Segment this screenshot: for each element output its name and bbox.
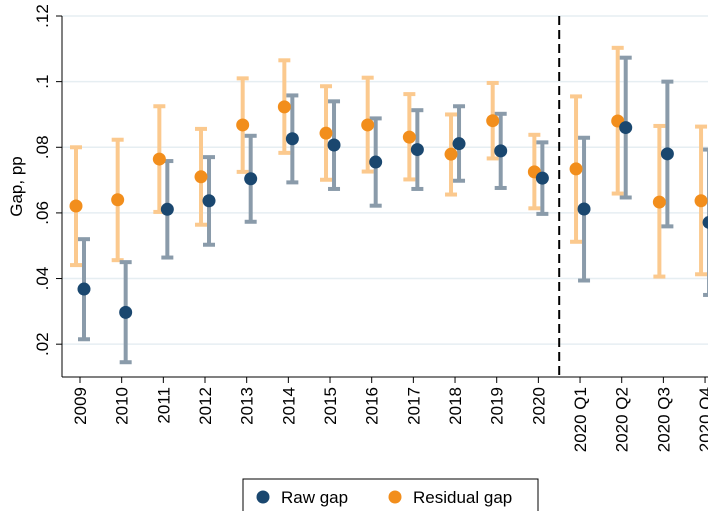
tick-labels: .02 .04 .06 .08 .1 .12 2009 2010 2011 2012 2013 201… (33, 4, 708, 452)
raw-gap-point (660, 147, 674, 161)
residual-gap-point (236, 118, 250, 132)
x-tick-label: 2010 (113, 387, 132, 425)
y-tick-label: .04 (33, 267, 52, 291)
x-tick-label: 2012 (196, 387, 215, 425)
raw-gap-point (619, 121, 633, 135)
residual-gap-point (152, 152, 166, 166)
y-tick-label: .02 (33, 332, 52, 356)
raw-gap-point (285, 132, 299, 146)
y-tick-label: .1 (33, 75, 52, 89)
x-tick-label: 2014 (279, 387, 298, 425)
x-tick-label: 2019 (488, 387, 507, 425)
raw-gap-point (160, 202, 174, 216)
x-tick-label: 2018 (446, 387, 465, 425)
raw-gap-point (327, 138, 341, 152)
residual-gap-point (652, 195, 666, 209)
legend-marker-residual-gap (388, 490, 402, 504)
raw-gap-point (77, 282, 91, 296)
residual-gap-point (277, 100, 291, 114)
y-tick-label: .12 (33, 4, 52, 28)
residual-gap-point (361, 118, 375, 132)
raw-gap-point (702, 216, 708, 229)
x-tick-label: 2020 Q1 (571, 387, 590, 452)
raw-gap-point (369, 155, 383, 169)
residual-gap-point (569, 162, 583, 176)
raw-gap-point (535, 171, 549, 185)
residual-gap-point (402, 130, 416, 144)
residual-gap-point (319, 126, 333, 140)
x-tick-label: 2020 Q4 (696, 387, 708, 452)
axes (56, 15, 708, 383)
x-tick-label: 2015 (321, 387, 340, 425)
legend-marker-raw-gap (256, 490, 270, 504)
x-tick-label: 2017 (404, 387, 423, 425)
x-tick-label: 2013 (238, 387, 257, 425)
raw-gap-point (494, 144, 508, 158)
raw-gap-point (577, 202, 591, 216)
y-tick-label: .08 (33, 135, 52, 159)
residual-gap-point (69, 199, 83, 213)
x-tick-label: 2020 Q3 (654, 387, 673, 452)
x-tick-label: 2016 (363, 387, 382, 425)
residual-gap-point (194, 170, 208, 184)
raw-gap-point (244, 172, 258, 186)
residual-gap-point (444, 147, 458, 161)
legend-label-raw-gap: Raw gap (281, 488, 348, 507)
x-tick-label: 2020 Q2 (613, 387, 632, 452)
residual-gap-point (486, 114, 500, 128)
raw-gap-point (452, 137, 466, 151)
legend: Raw gap Residual gap (242, 478, 539, 511)
residual-gap-point (694, 194, 708, 208)
y-axis-title: Gap, pp (7, 156, 26, 217)
y-tick-label: .06 (33, 201, 52, 225)
x-tick-label: 2020 (529, 387, 548, 425)
residual-gap-point (111, 193, 125, 207)
x-tick-label: 2011 (154, 387, 173, 424)
legend-label-residual-gap: Residual gap (413, 488, 512, 507)
data-points (69, 100, 708, 319)
raw-gap-point (410, 143, 424, 157)
raw-gap-point (119, 305, 133, 319)
raw-gap-point (202, 194, 216, 208)
x-tick-label: 2009 (71, 387, 90, 425)
